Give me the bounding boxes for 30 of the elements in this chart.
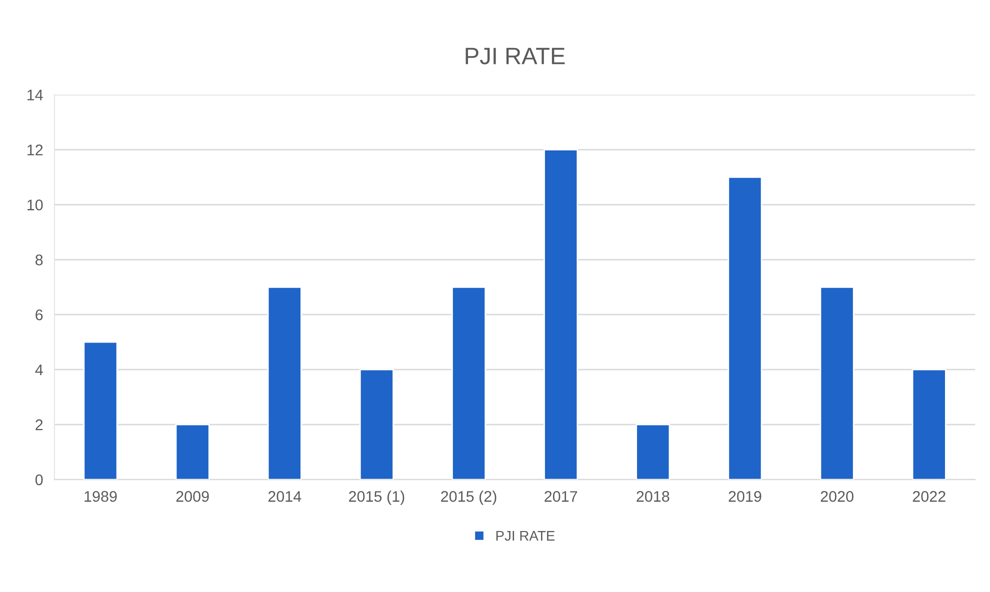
y-tick-label: 14 [28, 90, 43, 100]
x-tick-label: 2015 (1) [349, 490, 404, 505]
chart-title: PJI RATE [466, 48, 565, 64]
bar [359, 368, 394, 480]
y-tick-label: 6 [36, 309, 43, 320]
x-tick-label: 2014 [268, 491, 302, 502]
x-tick-label: 1989 [84, 491, 117, 502]
bar [636, 424, 670, 480]
y-tick-label: 8 [36, 254, 43, 266]
x-tick-label: 2022 [912, 491, 946, 502]
legend-label: PJI RATE [496, 531, 555, 541]
bar [83, 341, 118, 480]
bar [451, 286, 486, 480]
x-tick-label: 2009 [176, 491, 209, 502]
bar [544, 148, 578, 480]
y-tick-label: 0 [35, 474, 43, 486]
x-tick-label: 2015 (2) [441, 490, 496, 505]
bar [728, 176, 762, 480]
y-tick-label: 4 [35, 364, 43, 376]
x-tick-label: 2020 [820, 491, 854, 502]
y-tick-label: 2 [36, 419, 43, 430]
bar [820, 286, 854, 480]
x-tick-label: 2018 [636, 491, 670, 502]
bar [912, 368, 946, 480]
y-tick-label: 12 [28, 144, 43, 156]
y-tick-label: 10 [28, 200, 43, 210]
bar [267, 286, 302, 480]
bar [175, 424, 210, 480]
x-tick-label: 2017 [544, 491, 578, 502]
x-tick-label: 2019 [728, 491, 762, 502]
